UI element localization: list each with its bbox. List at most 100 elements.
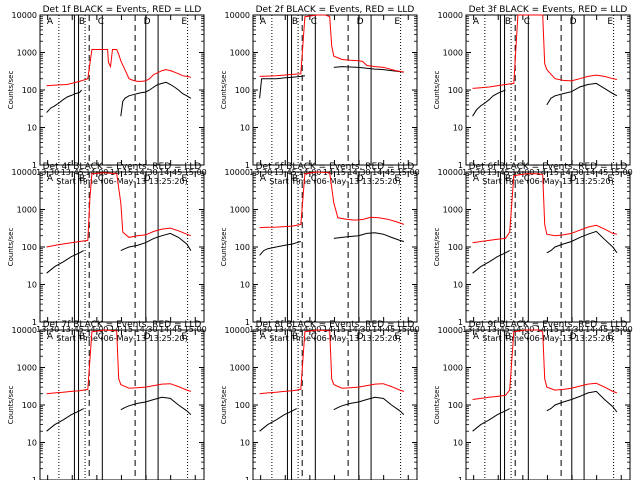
interval-letter: B (79, 174, 85, 184)
lld-series-line (259, 171, 405, 229)
interval-letter: A (260, 332, 267, 342)
y-axis-label: Counts/sec (220, 71, 228, 110)
x-axis-label: Start Time (06-May-13 13:25:20) (269, 334, 400, 343)
y-tick-label: 10 (453, 124, 463, 133)
lld-series-line (472, 329, 618, 400)
panel-9: Det 9f BLACK = Events, RED = LLD Start Ti… (433, 320, 631, 480)
interval-letter: A (47, 332, 54, 342)
lld-series-line (46, 329, 192, 395)
panel-6: Det 6f BLACK = Events, RED = LLD Start Ti… (433, 162, 633, 343)
interval-letter: D (570, 174, 577, 184)
y-tick-label: 10000 (225, 168, 250, 177)
y-tick-label: 1000 (17, 49, 37, 58)
y-tick-label: 1 (458, 161, 463, 170)
y-tick-label: 100 (448, 401, 463, 410)
y-axis-label: Counts/sec (433, 386, 441, 425)
x-axis-label: Start Time (06-May-13 13:25:20) (56, 177, 187, 186)
plot-frame (39, 14, 205, 166)
y-axis-label: Counts/sec (433, 71, 441, 110)
events-series-line (546, 82, 618, 106)
y-tick-label: 10000 (225, 11, 250, 20)
panel-7: Det 7f BLACK = Events, RED = LLD Start Ti… (7, 320, 205, 480)
events-series-line (333, 232, 405, 242)
events-series-line (259, 75, 305, 99)
x-axis-label: Start Time (06-May-13 13:25:20) (482, 177, 613, 186)
x-axis-label: Start Time (06-May-13 13:25:20) (482, 334, 613, 343)
events-series-line (120, 81, 192, 117)
panel-title: Det 3f BLACK = Events, RED = LLD (469, 5, 628, 15)
y-axis-label: Counts/sec (7, 228, 15, 267)
events-series-line (472, 250, 510, 274)
y-tick-label: 100 (22, 401, 37, 410)
lld-series-line (259, 329, 405, 395)
y-tick-label: 1 (32, 161, 37, 170)
y-tick-label: 100 (22, 86, 37, 95)
y-tick-label: 1000 (230, 206, 250, 215)
panel-title: Det 2f BLACK = Events, RED = LLD (256, 5, 415, 15)
x-axis-label: Start Time (06-May-13 13:25:20) (269, 177, 400, 186)
interval-letter: B (505, 17, 511, 27)
interval-letter: E (181, 17, 187, 27)
y-tick-label: 10 (240, 439, 250, 448)
y-tick-label: 10000 (438, 11, 463, 20)
plot-frame (465, 329, 631, 480)
y-tick-label: 1 (32, 318, 37, 327)
events-series-line (46, 408, 84, 432)
interval-letter: E (607, 332, 613, 342)
interval-letter: E (607, 174, 613, 184)
y-tick-label: 1 (245, 318, 250, 327)
y-tick-label: 1 (458, 476, 463, 480)
plot-frame (465, 14, 631, 166)
interval-letter: D (357, 332, 364, 342)
y-tick-label: 100 (235, 86, 250, 95)
panel-title: Det 7f BLACK = Events, RED = LLD (43, 320, 202, 330)
interval-letter: A (47, 17, 54, 27)
y-tick-label: 100 (448, 243, 463, 252)
y-tick-label: 1 (245, 476, 250, 480)
events-series-line (472, 408, 510, 432)
interval-letter: D (144, 174, 151, 184)
panel-title: Det 6f BLACK = Events, RED = LLD (469, 162, 628, 172)
interval-letter: E (394, 17, 400, 27)
y-tick-label: 1000 (230, 49, 250, 58)
y-tick-label: 1 (32, 476, 37, 480)
panel-1: Det 1f BLACK = Events, RED = LLD Start Ti… (7, 5, 207, 186)
y-tick-label: 10000 (438, 168, 463, 177)
panel-title: Det 5f BLACK = Events, RED = LLD (256, 162, 415, 172)
interval-letter: A (260, 174, 267, 184)
plot-frame (39, 171, 205, 323)
interval-letter: D (570, 17, 577, 27)
y-tick-label: 1000 (443, 49, 463, 58)
interval-letter: B (292, 174, 298, 184)
events-series-line (259, 241, 301, 256)
y-tick-label: 10000 (12, 11, 37, 20)
panel-title: Det 9f BLACK = Events, RED = LLD (469, 320, 628, 330)
y-tick-label: 1000 (17, 364, 37, 373)
interval-letter: E (607, 17, 613, 27)
y-tick-label: 10 (453, 281, 463, 290)
panel-3: Det 3f BLACK = Events, RED = LLD Start Ti… (433, 5, 633, 186)
lld-series-line (259, 14, 404, 77)
y-tick-label: 100 (235, 243, 250, 252)
panel-title: Det 4f BLACK = Events, RED = LLD (43, 162, 202, 172)
events-series-line (472, 89, 506, 117)
interval-letter: B (292, 332, 298, 342)
interval-letter: E (394, 332, 400, 342)
y-axis-label: Counts/sec (7, 386, 15, 425)
y-tick-label: 10 (240, 124, 250, 133)
panel-2: Det 2f BLACK = Events, RED = LLD Start Ti… (220, 5, 420, 186)
events-series-line (546, 230, 618, 254)
y-tick-label: 1000 (230, 364, 250, 373)
events-series-line (333, 66, 404, 73)
events-series-line (120, 232, 192, 252)
panel-title: Det 1f BLACK = Events, RED = LLD (43, 5, 202, 15)
events-series-line (120, 396, 192, 416)
interval-letter: C (524, 17, 530, 27)
y-tick-label: 10 (27, 439, 37, 448)
interval-letter: C (98, 332, 104, 342)
interval-letter: C (311, 332, 317, 342)
y-tick-label: 10000 (225, 326, 250, 335)
panel-5: Det 5f BLACK = Events, RED = LLD Start Ti… (220, 162, 420, 343)
x-axis-label: Start Time (06-May-13 13:25:20) (56, 334, 187, 343)
